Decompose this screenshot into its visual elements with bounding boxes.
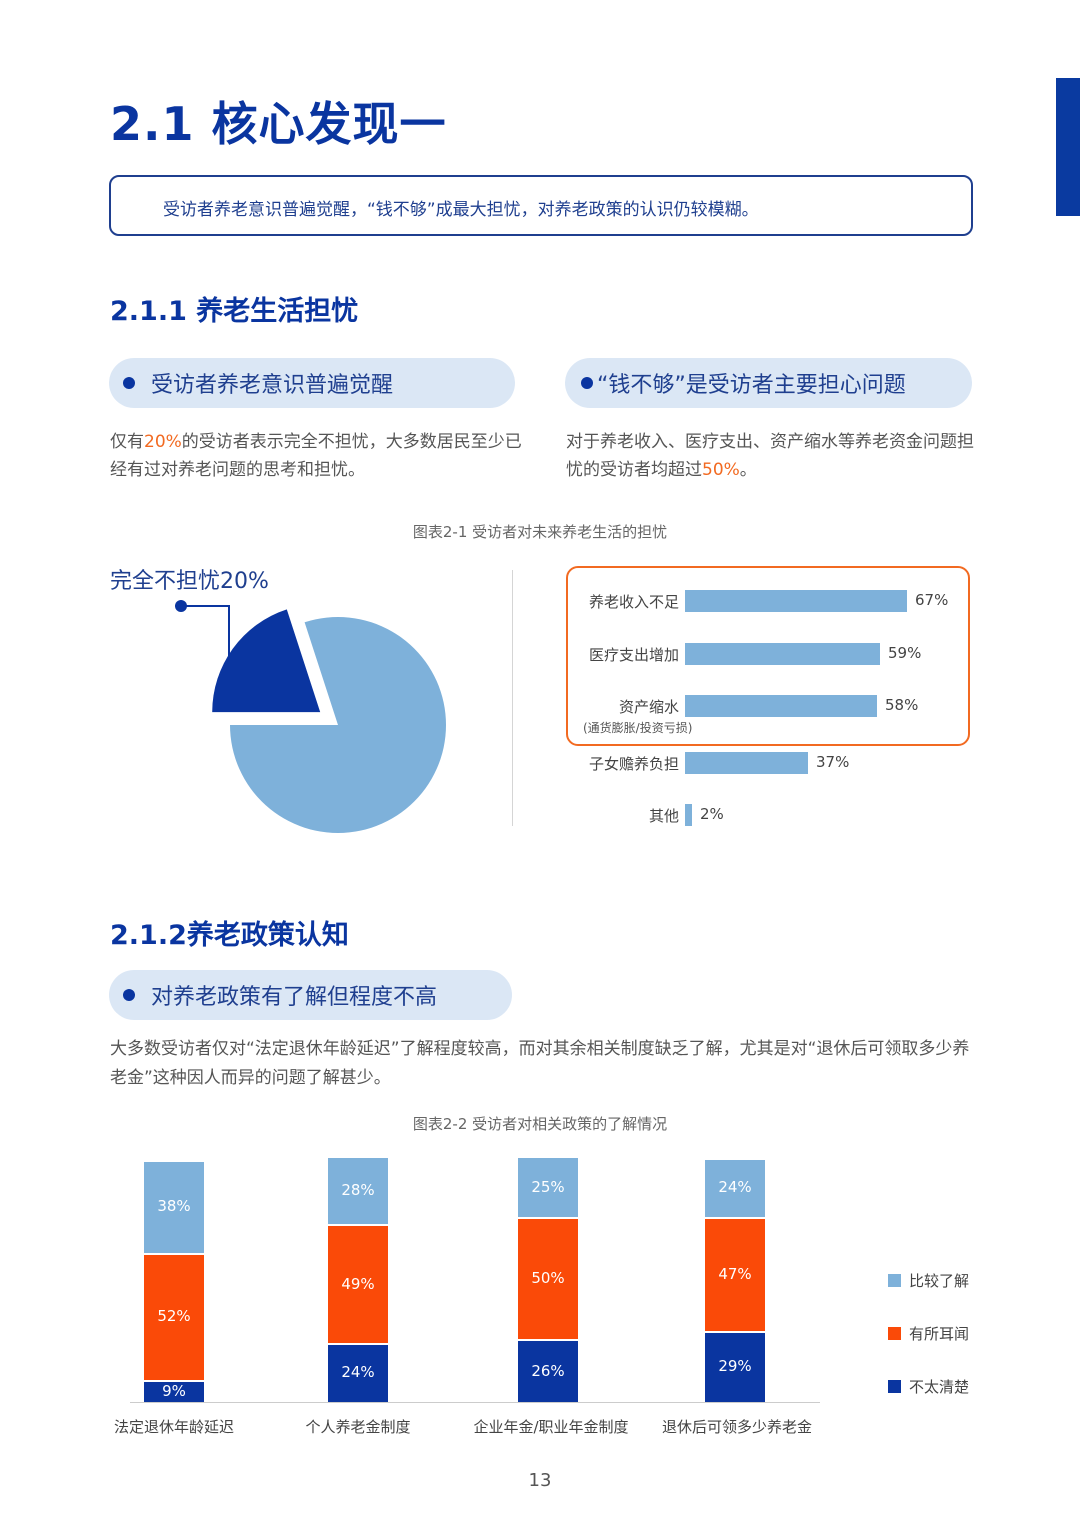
segment-value-label: 49%	[341, 1274, 375, 1293]
divider	[512, 570, 513, 826]
legend-label: 有所耳闻	[909, 1325, 970, 1343]
segment-value-label: 38%	[157, 1197, 191, 1216]
page-number: 13	[528, 1470, 552, 1491]
hbar-bar	[685, 752, 808, 774]
highlight-value: 50%	[702, 460, 740, 480]
pill-right-text: “钱不够”是受访者主要担心问题	[597, 373, 906, 398]
legend-label: 不太清楚	[909, 1378, 970, 1396]
pill-policy: 对养老政策有了解但程度不高	[109, 970, 512, 1020]
x-axis-category-label: 企业年金/职业年金制度	[473, 1418, 629, 1436]
paragraph-left: 仅有20%的受访者表示完全不担忧，大多数居民至少已经有过对养老问题的思考和担忧。	[110, 428, 522, 484]
pill-left-text: 受访者养老意识普遍觉醒	[151, 373, 394, 398]
pie-leader-line	[181, 605, 230, 664]
x-axis-category-label: 退休后可领多少养老金	[661, 1418, 812, 1436]
para-text: 对于养老收入、医疗支出、资产缩水等养老资金问题担忧的受访者均超过	[566, 432, 974, 480]
hbar-value-label: 59%	[888, 644, 922, 662]
legend-swatch	[888, 1380, 901, 1393]
legend-item: 不太清楚	[888, 1376, 969, 1397]
hbar-value-label: 67%	[915, 591, 949, 609]
summary-text: 受访者养老意识普遍觉醒，“钱不够”成最大担忧，对养老政策的认识仍较模糊。	[163, 200, 759, 220]
paragraph-right: 对于养老收入、医疗支出、资产缩水等养老资金问题担忧的受访者均超过50%。	[566, 428, 976, 484]
paragraph-policy: 大多数受访者仅对“法定退休年龄延迟”了解程度较高，而对其余相关制度缺乏了解，尤其…	[110, 1039, 970, 1088]
stacked-bar-segment: 38%	[144, 1162, 204, 1254]
bullet-icon	[123, 377, 135, 389]
stacked-bar-segment: 24%	[705, 1160, 765, 1217]
pill-left: 受访者养老意识普遍觉醒	[109, 358, 515, 408]
x-axis-category-label: 法定退休年龄延迟	[113, 1418, 234, 1436]
segment-value-label: 47%	[718, 1264, 752, 1283]
segment-value-label: 24%	[718, 1178, 752, 1196]
figure-caption-1: 图表2-1 受访者对未来养老生活的担忧	[412, 523, 668, 541]
figure-caption-2: 图表2-2 受访者对相关政策的了解情况	[412, 1115, 668, 1133]
hbar-value-label: 37%	[816, 753, 850, 771]
stacked-bar-segment: 47%	[705, 1218, 765, 1332]
hbar-category-label: 子女赡养负担	[588, 755, 679, 773]
hbar-bar	[685, 643, 880, 665]
hbar-category-label: 资产缩水	[618, 698, 679, 716]
para-text: 的受访者表示完全不担忧，大多数居民至少已经有过对养老问题的思考和担忧。	[110, 432, 522, 480]
para-text: 仅有	[110, 432, 144, 452]
pie-slice-no-worry	[212, 609, 321, 713]
legend-label: 比较了解	[909, 1272, 970, 1290]
stacked-bar-segment: 9%	[144, 1382, 204, 1402]
hbar-category-label: 其他	[648, 807, 679, 825]
pie-label: 完全不担忧20%	[110, 569, 269, 594]
page-title: 2.1 核心发现一	[110, 97, 447, 151]
para-text: 。	[739, 460, 757, 480]
segment-value-label: 24%	[341, 1363, 375, 1382]
hbar-value-label: 58%	[885, 696, 919, 714]
x-axis-line	[130, 1402, 820, 1403]
highlight-value: 20%	[144, 432, 182, 452]
stacked-bar-segment: 24%	[328, 1345, 388, 1402]
legend-item: 有所耳闻	[888, 1323, 969, 1344]
stacked-bar-segment: 25%	[518, 1157, 578, 1217]
pie-leader-dot	[175, 600, 187, 612]
x-axis-category-label: 个人养老金制度	[305, 1418, 411, 1436]
bullet-icon	[581, 377, 593, 389]
section-title-1: 2.1.1 养老生活担忧	[110, 296, 359, 327]
hbar-bar	[685, 804, 692, 826]
segment-value-label: 28%	[341, 1180, 375, 1199]
stacked-bar-segment: 49%	[328, 1225, 388, 1344]
legend-swatch	[888, 1274, 901, 1287]
stacked-bar-segment: 26%	[518, 1340, 578, 1402]
legend-swatch	[888, 1327, 901, 1340]
segment-value-label: 29%	[718, 1357, 752, 1376]
segment-value-label: 26%	[531, 1361, 565, 1380]
pie-chart	[175, 600, 447, 834]
segment-value-label: 25%	[531, 1177, 565, 1196]
hbar-category-note: (通货膨胀/投资亏损)	[583, 721, 693, 735]
side-tab	[1056, 78, 1080, 216]
stacked-bar-segment: 28%	[328, 1157, 388, 1224]
pill-right: “钱不够”是受访者主要担心问题	[565, 358, 972, 408]
summary-box: 受访者养老意识普遍觉醒，“钱不够”成最大担忧，对养老政策的认识仍较模糊。	[109, 175, 973, 236]
segment-value-label: 50%	[531, 1268, 565, 1287]
stacked-bar-segment: 29%	[705, 1333, 765, 1402]
pill-policy-text: 对养老政策有了解但程度不高	[151, 985, 438, 1010]
stacked-bar-segment: 52%	[144, 1255, 204, 1381]
hbar-value-label: 2%	[700, 805, 724, 823]
hbar-category-label: 医疗支出增加	[588, 646, 679, 664]
bullet-icon	[123, 989, 135, 1001]
segment-value-label: 52%	[157, 1307, 191, 1326]
hbar-category-label: 养老收入不足	[588, 593, 679, 611]
stacked-bar-segment: 50%	[518, 1218, 578, 1339]
hbar-bar	[685, 590, 907, 612]
section-title-2: 2.1.2养老政策认知	[110, 920, 349, 951]
highlight-box	[566, 566, 970, 746]
segment-value-label: 9%	[162, 1382, 186, 1400]
pie-slice-other	[230, 617, 447, 834]
legend-item: 比较了解	[888, 1270, 969, 1291]
hbar-bar	[685, 695, 877, 717]
